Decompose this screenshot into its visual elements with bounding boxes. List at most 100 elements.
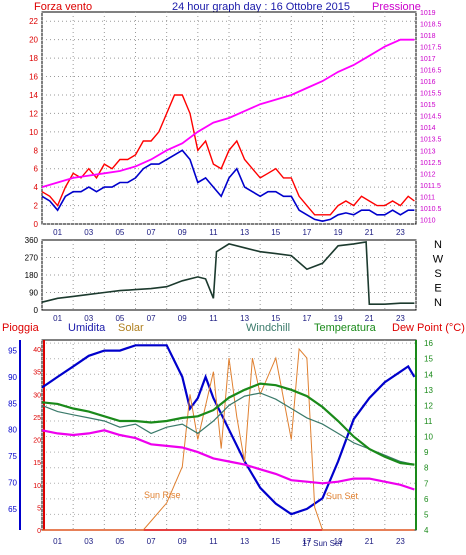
wind-tick-label: 10 <box>29 128 38 137</box>
humidity-tick-label: 95 <box>8 347 17 356</box>
hour-tick-label: 07 <box>147 228 156 237</box>
humidity-tick-label: 85 <box>8 399 17 408</box>
series-label: Umidita <box>68 322 106 334</box>
rain-tick-label: 40 <box>33 347 41 354</box>
hour-tick-label: 03 <box>84 537 93 546</box>
wind-tick-label: 0 <box>34 220 39 229</box>
temperature-tick-label: 13 <box>424 386 433 395</box>
solar-line <box>42 347 415 531</box>
hour-tick-label: 03 <box>84 314 93 323</box>
wind-tick-label: 18 <box>29 54 38 63</box>
rain-tick-label: 5 <box>37 505 41 512</box>
wind-tick-label: 12 <box>29 109 38 118</box>
sun-set-time-annotation: 17 Sun Set <box>302 539 342 548</box>
hour-tick-label: 11 <box>209 537 218 546</box>
series-label: Dew Point (°C) <box>392 322 465 334</box>
hour-tick-label: 17 <box>302 537 311 546</box>
temperature-tick-label: 14 <box>424 370 433 379</box>
pressure-tick-label: 1012 <box>420 171 436 178</box>
pressure-tick-label: 1012.5 <box>420 160 442 167</box>
hour-tick-label: 01 <box>53 537 62 546</box>
compass-label: S <box>434 268 441 280</box>
hour-tick-label: 13 <box>240 228 249 237</box>
wind-tick-label: 4 <box>34 183 39 192</box>
wind-gust-line <box>41 94 415 216</box>
compass-label: W <box>433 254 444 266</box>
wind-tick-label: 20 <box>29 36 38 45</box>
temperature-tick-label: 10 <box>424 433 433 442</box>
compass-label: N <box>434 297 442 309</box>
humidity-tick-label: 90 <box>8 373 17 382</box>
hour-tick-label: 23 <box>396 228 405 237</box>
hour-tick-label: 15 <box>271 314 280 323</box>
series-label: Temperatura <box>314 322 377 334</box>
temperature-tick-label: 7 <box>424 479 429 488</box>
temperature-tick-label: 12 <box>424 401 433 410</box>
hour-tick-label: 19 <box>334 228 343 237</box>
compass-label: E <box>434 283 441 295</box>
hour-tick-label: 07 <box>147 537 156 546</box>
rain-tick-label: 10 <box>33 483 41 490</box>
hour-tick-label: 19 <box>334 537 343 546</box>
sun-rise-annotation: Sun Rise <box>144 490 181 500</box>
graph-title: 24 hour graph day : 16 Ottobre 2015 <box>172 1 350 13</box>
wind-direction-line <box>41 240 415 306</box>
hour-tick-label: 23 <box>396 537 405 546</box>
pressure-tick-label: 1015.5 <box>420 91 442 98</box>
temperature-tick-label: 15 <box>424 355 433 364</box>
humidity-tick-label: 80 <box>8 426 17 435</box>
hour-tick-label: 11 <box>209 228 218 237</box>
hour-tick-label: 15 <box>271 228 280 237</box>
pressure-tick-label: 1010 <box>420 217 436 224</box>
pressure-tick-label: 1014 <box>420 125 436 132</box>
rain-tick-label: 0 <box>37 528 41 535</box>
wind-tick-label: 2 <box>34 202 39 211</box>
wind-tick-label: 22 <box>29 17 38 26</box>
pressure-tick-label: 1013 <box>420 148 436 155</box>
rain-tick-label: 25 <box>33 415 41 422</box>
wind-speed-line <box>41 149 415 223</box>
hour-tick-label: 09 <box>178 537 187 546</box>
wind-tick-label: 14 <box>29 91 38 100</box>
wind-tick-label: 16 <box>29 73 38 82</box>
rain-tick-label: 20 <box>33 438 41 445</box>
direction-tick-label: 270 <box>25 254 39 263</box>
direction-tick-label: 90 <box>29 289 38 298</box>
rain-tick-label: 30 <box>33 392 41 399</box>
pressure-tick-label: 1014.5 <box>420 114 442 121</box>
pressure-tick-label: 1017.5 <box>420 45 442 52</box>
pressure-tick-label: 1016 <box>420 79 436 86</box>
left-axis-title: Forza vento <box>34 1 92 13</box>
pressure-line <box>41 38 415 188</box>
hour-tick-label: 23 <box>396 314 405 323</box>
hour-tick-label: 01 <box>53 228 62 237</box>
pressure-tick-label: 1013.5 <box>420 137 442 144</box>
windchill-line <box>41 392 415 466</box>
hour-tick-label: 21 <box>365 314 374 323</box>
direction-tick-label: 0 <box>34 306 39 315</box>
hour-tick-label: 11 <box>209 314 218 323</box>
rain-tick-label: 35 <box>33 370 41 377</box>
pressure-tick-label: 1016.5 <box>420 68 442 75</box>
temperature-tick-label: 11 <box>424 417 433 426</box>
hour-tick-label: 01 <box>53 314 62 323</box>
temperature-line <box>41 382 415 466</box>
hour-tick-label: 09 <box>178 314 187 323</box>
temperature-tick-label: 16 <box>424 339 433 348</box>
series-label: Windchill <box>246 322 290 334</box>
hour-tick-label: 09 <box>178 228 187 237</box>
pressure-tick-label: 1019 <box>420 10 436 17</box>
hour-tick-label: 21 <box>365 228 374 237</box>
humidity-tick-label: 75 <box>8 452 17 461</box>
direction-tick-label: 360 <box>25 236 39 245</box>
humidity-tick-label: 70 <box>8 479 17 488</box>
hour-tick-label: 05 <box>115 537 124 546</box>
hour-tick-label: 13 <box>240 314 249 323</box>
hour-tick-label: 03 <box>84 228 93 237</box>
hour-tick-label: 15 <box>271 537 280 546</box>
wind-tick-label: 8 <box>34 146 39 155</box>
sun-set-annotation: Sun Set <box>326 491 359 501</box>
series-label: Pioggia <box>2 322 40 334</box>
